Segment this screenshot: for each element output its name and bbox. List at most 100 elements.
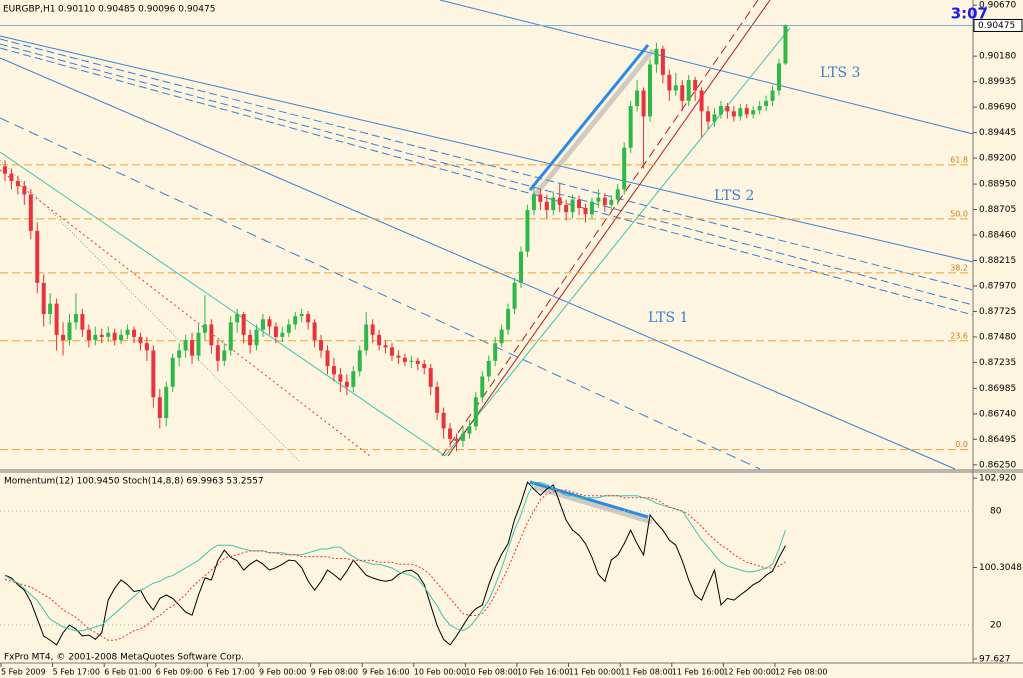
candle-body — [435, 386, 440, 413]
candle-body — [280, 332, 285, 337]
candle-body — [215, 345, 220, 361]
candle-body — [589, 201, 594, 215]
y-tick-label: 80 — [990, 507, 1002, 517]
candle-body — [486, 360, 491, 377]
candle-body — [3, 166, 7, 174]
candle-body — [480, 376, 485, 398]
candle-body — [628, 106, 633, 148]
candle-body — [306, 314, 311, 323]
candle-body — [544, 201, 549, 211]
candle-body — [312, 322, 317, 341]
x-tick-label: 12 Feb 00:00 — [723, 668, 775, 677]
candle-body — [93, 334, 98, 341]
candle-body — [409, 360, 414, 362]
candle-body — [119, 334, 124, 341]
y-tick-label: 0.88705 — [979, 205, 1016, 215]
candle-body — [615, 189, 620, 200]
candle-body — [757, 106, 762, 111]
candle-body — [512, 282, 517, 309]
candle-body — [531, 194, 536, 211]
candle-body — [151, 350, 156, 398]
candle-body — [467, 426, 472, 434]
candle-body — [641, 90, 646, 117]
candle-body — [170, 357, 175, 387]
candle-body — [764, 100, 769, 107]
candle-body — [370, 324, 375, 335]
quote: 0.90110 0.90485 0.90096 0.90475 — [58, 5, 215, 15]
candle-body — [506, 308, 511, 330]
y-tick-label: 0.90180 — [979, 52, 1016, 62]
candle-body — [622, 147, 627, 190]
x-tick-label: 9 Feb 00:00 — [259, 668, 306, 677]
candle-body — [22, 186, 27, 195]
candle-body — [602, 197, 607, 205]
fib-label: 61.8 — [950, 155, 968, 164]
candle-body — [202, 324, 207, 333]
candle-body — [654, 48, 659, 65]
candle-body — [331, 366, 336, 375]
candle-body — [422, 363, 427, 369]
candle-body — [519, 251, 523, 283]
candle-body — [667, 74, 672, 91]
candle-body — [338, 374, 343, 382]
y-tick-label: 20 — [990, 621, 1002, 631]
candle-body — [441, 412, 446, 429]
candle-body — [609, 199, 614, 205]
y-tick-label: 0.86740 — [979, 409, 1016, 419]
candle-body — [538, 194, 543, 202]
indicator-title: Momentum(12) 100.9450 Stoch(14,8,8) 69.9… — [4, 477, 264, 487]
candle-body — [577, 199, 582, 208]
candle-body — [35, 230, 40, 283]
candle-body — [699, 90, 704, 112]
last-price-box — [973, 18, 1023, 32]
candle-body — [783, 25, 788, 64]
y-tick-label: 0.88460 — [979, 231, 1016, 241]
indicator-line — [4, 481, 786, 646]
y-tick-label: 0.90670 — [979, 1, 1016, 11]
candle-body — [177, 350, 182, 358]
candle-body — [228, 322, 233, 351]
candle-body — [448, 428, 453, 439]
annotation: LTS 1 — [648, 310, 688, 326]
annotation: LTS 3 — [820, 65, 860, 81]
candle-body — [706, 111, 711, 122]
candle-body — [473, 397, 478, 427]
candle-body — [454, 438, 459, 441]
y2-tick-label: 100.3048 — [979, 563, 1022, 573]
candle-body — [693, 80, 698, 91]
x-tick-label: 6 Feb 17:00 — [207, 668, 254, 677]
candle-body — [744, 108, 749, 115]
candle-body — [583, 207, 588, 215]
candle-body — [67, 322, 72, 341]
y-tick-label: 0.87725 — [979, 307, 1016, 317]
x-tick-label: 10 Feb 16:00 — [517, 668, 569, 677]
candle-body — [383, 345, 388, 348]
candle-body — [557, 197, 562, 205]
y-tick-label: 0.87480 — [979, 332, 1016, 342]
candle-body — [596, 197, 601, 202]
candle-body — [61, 334, 66, 341]
indicator-line — [4, 482, 786, 632]
y-tick-label: 0.86250 — [979, 460, 1016, 470]
fib-label: 23.6 — [950, 331, 968, 340]
candle-body — [164, 386, 169, 419]
x-tick-label: 11 Feb 08:00 — [620, 668, 672, 677]
fib-label: 50.0 — [950, 209, 968, 218]
candle-body — [125, 329, 130, 335]
candle-body — [390, 347, 394, 356]
x-tick-label: 5 Feb 2009 — [1, 668, 46, 677]
clock: 3:07 — [951, 5, 988, 23]
candle-body — [286, 324, 291, 333]
x-tick-label: 11 Feb 16:00 — [672, 668, 724, 677]
candle-body — [525, 210, 530, 252]
x-tick-label: 6 Feb 09:00 — [156, 668, 203, 677]
x-tick-label: 5 Feb 17:00 — [53, 668, 100, 677]
candle-body — [73, 314, 78, 323]
candle-body — [48, 303, 53, 315]
candle-body — [112, 332, 117, 341]
x-tick-label: 9 Feb 16:00 — [362, 668, 409, 677]
candle-body — [725, 106, 730, 112]
y-tick-label: 0.89200 — [979, 154, 1016, 164]
